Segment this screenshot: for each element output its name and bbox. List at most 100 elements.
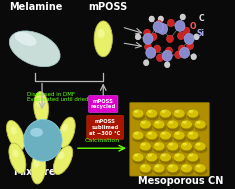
- Ellipse shape: [132, 153, 144, 162]
- Ellipse shape: [58, 117, 75, 148]
- Ellipse shape: [139, 120, 151, 129]
- Text: O: O: [190, 22, 196, 31]
- Ellipse shape: [141, 121, 146, 124]
- Circle shape: [191, 54, 196, 60]
- Circle shape: [175, 20, 185, 31]
- Ellipse shape: [146, 112, 159, 120]
- Ellipse shape: [34, 159, 39, 167]
- Ellipse shape: [167, 164, 179, 173]
- Ellipse shape: [7, 121, 25, 150]
- Circle shape: [143, 60, 149, 66]
- Ellipse shape: [182, 165, 187, 168]
- Ellipse shape: [146, 131, 158, 140]
- Ellipse shape: [189, 154, 193, 157]
- Circle shape: [158, 23, 168, 34]
- Ellipse shape: [155, 121, 159, 124]
- Circle shape: [153, 22, 163, 32]
- Ellipse shape: [160, 134, 173, 142]
- Text: mPOSS
recycled: mPOSS recycled: [91, 99, 116, 109]
- Ellipse shape: [195, 167, 208, 175]
- Text: Calcination: Calcination: [85, 138, 120, 143]
- Ellipse shape: [9, 31, 60, 67]
- Circle shape: [146, 47, 156, 58]
- Circle shape: [194, 34, 199, 40]
- Ellipse shape: [62, 124, 68, 131]
- Circle shape: [167, 19, 174, 27]
- Ellipse shape: [168, 121, 173, 124]
- Ellipse shape: [146, 153, 158, 162]
- Ellipse shape: [160, 156, 173, 164]
- Ellipse shape: [173, 131, 185, 140]
- Ellipse shape: [30, 128, 43, 137]
- Ellipse shape: [187, 109, 199, 118]
- Ellipse shape: [187, 112, 200, 120]
- Circle shape: [164, 62, 170, 68]
- Ellipse shape: [167, 120, 179, 129]
- Ellipse shape: [153, 120, 165, 129]
- Ellipse shape: [175, 154, 180, 157]
- Ellipse shape: [174, 134, 186, 142]
- Ellipse shape: [187, 131, 199, 140]
- Ellipse shape: [195, 145, 208, 153]
- Ellipse shape: [146, 109, 158, 118]
- Ellipse shape: [146, 134, 159, 142]
- Circle shape: [154, 45, 161, 53]
- Ellipse shape: [182, 121, 187, 124]
- Ellipse shape: [34, 125, 52, 139]
- Text: mPOSS
sublimed
at ~300 °C: mPOSS sublimed at ~300 °C: [89, 119, 121, 136]
- Ellipse shape: [140, 123, 153, 131]
- Ellipse shape: [159, 109, 171, 118]
- Ellipse shape: [155, 165, 159, 168]
- Ellipse shape: [189, 132, 193, 135]
- Circle shape: [166, 47, 172, 55]
- Ellipse shape: [58, 152, 64, 159]
- Circle shape: [157, 54, 163, 62]
- Ellipse shape: [140, 145, 153, 153]
- FancyBboxPatch shape: [89, 95, 118, 112]
- Ellipse shape: [196, 143, 200, 146]
- Circle shape: [187, 42, 194, 50]
- Ellipse shape: [167, 145, 180, 153]
- Text: Mixture: Mixture: [13, 167, 55, 177]
- Ellipse shape: [97, 29, 105, 38]
- Ellipse shape: [134, 132, 138, 135]
- Ellipse shape: [173, 109, 185, 118]
- Ellipse shape: [153, 145, 166, 153]
- Ellipse shape: [15, 32, 36, 46]
- Ellipse shape: [174, 156, 186, 164]
- Circle shape: [24, 119, 62, 161]
- Circle shape: [135, 34, 141, 40]
- Circle shape: [145, 43, 152, 51]
- Ellipse shape: [31, 152, 46, 184]
- Ellipse shape: [181, 167, 194, 175]
- FancyBboxPatch shape: [87, 115, 123, 139]
- Ellipse shape: [141, 165, 146, 168]
- Ellipse shape: [139, 164, 151, 173]
- Circle shape: [180, 47, 190, 58]
- Ellipse shape: [11, 127, 17, 134]
- Ellipse shape: [159, 153, 171, 162]
- Ellipse shape: [140, 167, 153, 175]
- Ellipse shape: [134, 110, 138, 113]
- Circle shape: [143, 33, 153, 44]
- Ellipse shape: [146, 156, 159, 164]
- Ellipse shape: [180, 120, 192, 129]
- Ellipse shape: [194, 164, 206, 173]
- Ellipse shape: [180, 142, 192, 151]
- Ellipse shape: [36, 99, 42, 107]
- Ellipse shape: [195, 123, 208, 131]
- Ellipse shape: [168, 143, 173, 146]
- Ellipse shape: [194, 142, 206, 151]
- Ellipse shape: [132, 109, 144, 118]
- Ellipse shape: [175, 110, 180, 113]
- Ellipse shape: [9, 143, 26, 173]
- Circle shape: [158, 16, 164, 22]
- Text: Mesoporous CN: Mesoporous CN: [138, 176, 223, 186]
- Circle shape: [149, 16, 154, 22]
- Ellipse shape: [160, 112, 173, 120]
- Ellipse shape: [148, 110, 152, 113]
- Ellipse shape: [161, 110, 166, 113]
- Ellipse shape: [196, 121, 200, 124]
- Text: Si: Si: [196, 29, 204, 38]
- Ellipse shape: [189, 110, 193, 113]
